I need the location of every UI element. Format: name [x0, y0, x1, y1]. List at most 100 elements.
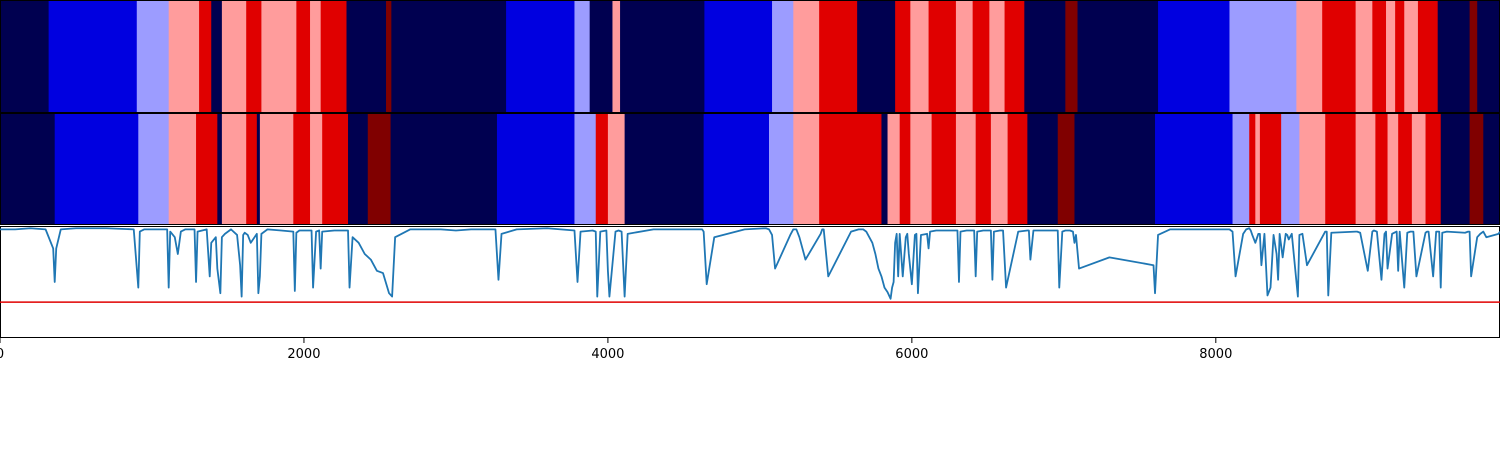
- state-segment: [136, 0, 170, 112]
- state-segment: [1057, 113, 1075, 225]
- x-tick-label: 2000: [287, 347, 320, 362]
- x-tick-label: 8000: [1199, 347, 1232, 362]
- state-segment: [168, 113, 197, 225]
- state-segment: [1027, 113, 1059, 225]
- state-segment: [1158, 0, 1230, 112]
- state-segment: [895, 0, 911, 112]
- state-segment: [910, 0, 930, 112]
- x-axis: 0 2000 4000 6000 8000: [0, 338, 1232, 362]
- state-segment: [322, 113, 349, 225]
- state-segment: [1425, 113, 1442, 225]
- signal-panel: [0, 226, 1500, 338]
- state-segment: [261, 0, 297, 112]
- state-segment: [574, 113, 597, 225]
- state-segment: [589, 0, 613, 112]
- state-segment: [1417, 0, 1439, 112]
- state-segment: [217, 113, 223, 225]
- state-segment: [346, 0, 387, 112]
- state-segment: [931, 113, 957, 225]
- state-segment: [595, 113, 609, 225]
- state-segment: [54, 113, 139, 225]
- signal-panel-frame: [0, 226, 1500, 338]
- state-segment: [293, 113, 311, 225]
- state-segment: [1440, 113, 1471, 225]
- state-segment: [138, 113, 170, 225]
- state-segment: [1404, 0, 1419, 112]
- state-segment: [1007, 113, 1028, 225]
- state-segment: [1469, 0, 1478, 112]
- state-segment: [574, 0, 591, 112]
- state-segment: [221, 113, 247, 225]
- state-segment: [910, 113, 933, 225]
- state-segment: [793, 113, 820, 225]
- x-tick-label: 0: [0, 347, 4, 362]
- state-segment: [1395, 0, 1405, 112]
- state-segment: [1077, 0, 1159, 112]
- state-segment: [0, 0, 50, 112]
- state-segment: [955, 0, 974, 112]
- state-segment: [259, 113, 294, 225]
- state-segment: [887, 113, 901, 225]
- state-segment: [1322, 0, 1357, 112]
- state-segment: [296, 0, 311, 112]
- state-segment: [1024, 0, 1066, 112]
- state-segment: [1437, 0, 1471, 112]
- state-segment: [612, 0, 621, 112]
- state-segment: [975, 113, 992, 225]
- state-segment: [1355, 113, 1376, 225]
- state-segment: [1249, 113, 1256, 225]
- state-segment: [704, 0, 773, 112]
- state-segment: [1469, 113, 1484, 225]
- state-segment: [496, 113, 575, 225]
- state-segment: [48, 0, 138, 112]
- state-segment: [857, 0, 896, 112]
- state-segment: [221, 0, 247, 112]
- x-tick-label: 6000: [895, 347, 928, 362]
- state-segment: [703, 113, 770, 225]
- state-segment: [1255, 113, 1261, 225]
- state-segment: [1372, 0, 1387, 112]
- state-segment: [390, 113, 498, 225]
- state-segment: [793, 0, 820, 112]
- state-segment: [1299, 113, 1326, 225]
- state-segment: [1477, 0, 1500, 112]
- state-segment: [1375, 113, 1389, 225]
- state-segment: [607, 113, 626, 225]
- state-segment: [1411, 113, 1427, 225]
- state-segment: [899, 113, 911, 225]
- state-segment: [881, 113, 889, 225]
- state-segment: [1155, 113, 1234, 225]
- state-segment: [1386, 0, 1396, 112]
- state-segment: [348, 113, 369, 225]
- state-segment: [199, 0, 212, 112]
- state-segment: [246, 0, 262, 112]
- signal-series-line: [0, 227, 1500, 300]
- state-segment: [168, 0, 200, 112]
- state-segment: [928, 0, 957, 112]
- state-segment: [320, 0, 348, 112]
- state-segment: [1004, 0, 1025, 112]
- state-segment: [819, 0, 858, 112]
- state-track-top: [0, 0, 1500, 112]
- state-segment: [772, 0, 794, 112]
- state-segment: [211, 0, 223, 112]
- state-segment: [1065, 0, 1079, 112]
- state-segment: [989, 0, 1006, 112]
- state-segment: [0, 113, 56, 225]
- state-segment: [1229, 0, 1297, 112]
- state-segment: [386, 0, 392, 112]
- state-segment: [1355, 0, 1373, 112]
- state-segment: [1387, 113, 1399, 225]
- state-segment: [620, 0, 705, 112]
- state-track-bottom: [0, 113, 1500, 225]
- state-segment: [196, 113, 218, 225]
- state-segment: [246, 113, 258, 225]
- state-segment: [955, 113, 977, 225]
- state-segment: [768, 113, 794, 225]
- state-segment: [1232, 113, 1250, 225]
- state-segment: [1483, 113, 1500, 225]
- state-segment: [1398, 113, 1413, 225]
- state-segment: [1281, 113, 1300, 225]
- state-segment: [624, 113, 705, 225]
